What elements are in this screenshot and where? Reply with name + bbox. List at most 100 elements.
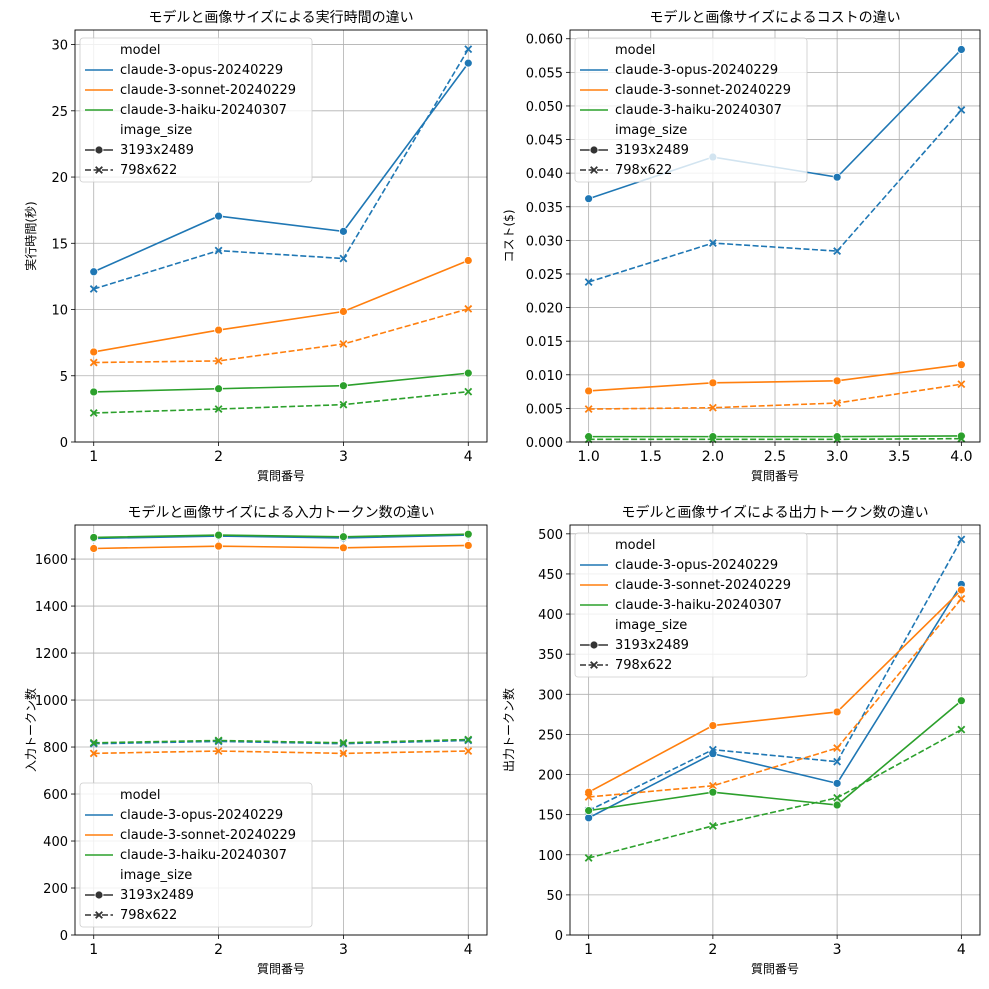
legend-entry: claude-3-haiku-20240307 <box>120 848 287 863</box>
subplot-4: 1 2 3 4 0 50 100 150 200 250 300 350 400 450 500 モデルと画像… <box>501 504 981 976</box>
data-point <box>214 530 223 540</box>
y-tick-label: 5 <box>60 370 68 385</box>
y-tick-label: 10 <box>51 304 68 319</box>
data-point <box>339 543 348 553</box>
x-tick-label: 3 <box>339 449 348 465</box>
legend-entry: claude-3-sonnet-20240229 <box>120 828 296 843</box>
series-line <box>93 533 469 539</box>
series-line <box>93 259 469 353</box>
x-tick-label: 3 <box>339 942 348 958</box>
data-point <box>89 358 98 367</box>
data-point <box>584 854 593 862</box>
data-point <box>214 211 223 221</box>
data-point <box>464 45 473 54</box>
data-point <box>214 384 223 394</box>
x-tick-label: 2 <box>708 942 717 958</box>
data-point <box>708 403 717 412</box>
legend-marker <box>95 911 103 919</box>
data-point <box>584 405 593 414</box>
axes-frame <box>569 29 981 443</box>
subplot-title: モデルと画像サイズによるコストの違い <box>649 9 900 26</box>
data-point <box>89 267 99 277</box>
data-point <box>956 696 966 706</box>
y-tick-label: 200 <box>538 769 563 784</box>
data-point <box>339 749 348 758</box>
data-point <box>584 435 593 444</box>
y-tick-label: 25 <box>51 105 68 120</box>
legend-marker <box>94 145 104 155</box>
series-line <box>93 48 469 290</box>
x-tick-label: 1.5 <box>640 449 662 465</box>
legend-entry: claude-3-sonnet-20240229 <box>615 83 791 98</box>
legend-entry: 3193x2489 <box>615 638 689 653</box>
data-point <box>214 747 223 755</box>
y-tick-label: 0.055 <box>526 66 563 81</box>
y-tick-label: 0 <box>60 929 68 944</box>
legend-entry: 798x622 <box>615 163 672 178</box>
subplot-2: 1.0 1.5 2.0 2.5 3.0 3.5 4.0 0.000 0.005 0.010 0.01… <box>502 9 981 483</box>
series-claude-3-haiku-20240307-798x622 <box>584 434 966 444</box>
data-point <box>957 106 966 114</box>
data-point <box>957 535 966 544</box>
legend: model claude-3-opus-20240229 claude-3-sonn… <box>79 782 313 928</box>
legend-marker <box>590 166 598 174</box>
x-tick-label: 2.0 <box>702 449 724 465</box>
legend-title-image-size: image_size <box>615 618 687 633</box>
series-line <box>93 372 469 393</box>
x-axis-label: 質問番号 <box>257 468 305 483</box>
series-line <box>93 544 469 550</box>
data-point <box>832 778 842 788</box>
data-point <box>464 304 473 313</box>
series-claude-3-sonnet-20240229-3193x2489 <box>89 256 473 357</box>
series-claude-3-haiku-20240307-798x622 <box>89 735 473 747</box>
data-point <box>339 532 348 542</box>
data-point <box>708 787 718 797</box>
y-tick-label: 0.035 <box>526 201 563 216</box>
series-line <box>93 750 469 755</box>
data-point <box>89 347 99 357</box>
subplot-title: モデルと画像サイズによる実行時間の違い <box>148 9 413 26</box>
axes-frame <box>74 524 488 936</box>
subplot-title: モデルと画像サイズによる入力トークン数の違い <box>127 504 434 521</box>
data-point <box>339 307 348 316</box>
data-point <box>339 400 348 409</box>
y-tick-label: 800 <box>43 741 68 756</box>
data-point <box>956 45 966 54</box>
legend-entry: claude-3-opus-20240229 <box>120 808 283 823</box>
series-line <box>93 739 469 745</box>
data-point <box>957 434 966 443</box>
data-point <box>339 226 348 236</box>
series-line <box>588 383 962 410</box>
series-claude-3-haiku-20240307-798x622 <box>584 725 966 862</box>
legend: model claude-3-opus-20240229 claude-3-sonn… <box>79 37 313 183</box>
series-claude-3-opus-20240229-3193x2489 <box>89 58 473 277</box>
data-point <box>463 368 473 378</box>
series-claude-3-sonnet-20240229-798x622 <box>584 380 966 414</box>
y-tick-label: 15 <box>51 237 68 252</box>
y-tick-label: 200 <box>43 882 68 897</box>
data-point <box>833 435 842 444</box>
data-point <box>957 725 966 734</box>
data-point <box>214 405 223 413</box>
y-tick-label: 30 <box>51 39 68 54</box>
x-tick-label: 1 <box>89 942 98 958</box>
y-tick-label: 0.030 <box>526 234 563 249</box>
data-point <box>463 541 473 550</box>
y-tick-label: 0.015 <box>526 335 563 350</box>
data-point <box>833 793 842 802</box>
y-tick-label: 0.005 <box>526 402 563 417</box>
y-tick-label: 0.025 <box>526 268 563 283</box>
x-tick-label: 1.0 <box>578 449 600 465</box>
subplot-title: モデルと画像サイズによる出力トークン数の違い <box>621 504 928 521</box>
data-point <box>584 813 594 823</box>
x-tick-label: 4 <box>464 449 473 465</box>
legend-entry: 798x622 <box>120 163 177 178</box>
x-axis-label: 質問番号 <box>751 961 799 976</box>
y-tick-label: 300 <box>538 688 563 703</box>
series-claude-3-haiku-20240307-798x622 <box>89 387 473 417</box>
y-tick-label: 0.045 <box>526 134 563 149</box>
legend-title-model: model <box>120 788 160 803</box>
series-line <box>588 700 962 812</box>
